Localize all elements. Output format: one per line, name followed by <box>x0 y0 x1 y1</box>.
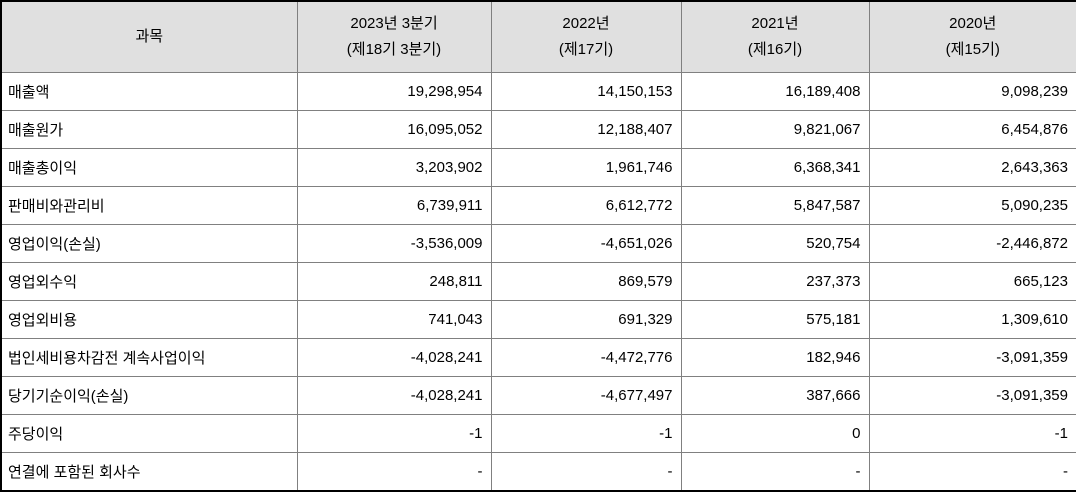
column-header-term: (제17기) <box>558 41 614 58</box>
table-row-revenue: 매출액 19,298,954 14,150,153 16,189,408 9,0… <box>0 72 1076 111</box>
row-label: 매출원가 <box>0 110 298 149</box>
row-label: 매출액 <box>0 72 298 111</box>
cell-value: -1 <box>296 414 492 453</box>
cell-value: 6,454,876 <box>868 110 1076 149</box>
cell-value: 6,612,772 <box>490 186 682 225</box>
cell-value: 6,739,911 <box>296 186 492 225</box>
cell-value: 16,095,052 <box>296 110 492 149</box>
table-row-operating-income: 영업이익(손실) -3,536,009 -4,651,026 520,754 -… <box>0 224 1076 263</box>
row-label: 당기기순이익(손실) <box>0 376 298 415</box>
table-row-net-income: 당기기순이익(손실) -4,028,241 -4,677,497 387,666… <box>0 376 1076 415</box>
cell-value: 9,098,239 <box>868 72 1076 111</box>
cell-value: - <box>680 452 870 492</box>
row-label: 영업이익(손실) <box>0 224 298 263</box>
row-label: 주당이익 <box>0 414 298 453</box>
table-row-consolidated-companies: 연결에 포함된 회사수 - - - - <box>0 452 1076 492</box>
cell-value: 741,043 <box>296 300 492 339</box>
cell-value: -3,091,359 <box>868 376 1076 415</box>
row-label: 영업외수익 <box>0 262 298 301</box>
cell-value: -4,472,776 <box>490 338 682 377</box>
cell-value: -4,651,026 <box>490 224 682 263</box>
cell-value: 182,946 <box>680 338 870 377</box>
cell-value: 387,666 <box>680 376 870 415</box>
header-row: 과목 2023년 3분기 (제18기 3분기) 2022년 (제17기) 202… <box>0 0 1076 73</box>
table-header: 과목 2023년 3분기 (제18기 3분기) 2022년 (제17기) 202… <box>0 0 1076 73</box>
row-label: 판매비와관리비 <box>0 186 298 225</box>
cell-value: 665,123 <box>868 262 1076 301</box>
cell-value: 12,188,407 <box>490 110 682 149</box>
column-header-year: 2020년 <box>949 15 997 32</box>
cell-value: 6,368,341 <box>680 148 870 187</box>
cell-value: -4,028,241 <box>296 376 492 415</box>
table-row-earnings-per-share: 주당이익 -1 -1 0 -1 <box>0 414 1076 453</box>
table-body: 매출액 19,298,954 14,150,153 16,189,408 9,0… <box>0 72 1076 492</box>
cell-value: 237,373 <box>680 262 870 301</box>
column-header-year: 2022년 <box>562 15 610 32</box>
cell-value: 19,298,954 <box>296 72 492 111</box>
cell-value: -4,028,241 <box>296 338 492 377</box>
cell-value: - <box>490 452 682 492</box>
column-header-term: (제16기) <box>747 41 803 58</box>
cell-value: -3,536,009 <box>296 224 492 263</box>
column-header-2022: 2022년 (제17기) <box>490 0 682 73</box>
table-row-pretax-income: 법인세비용차감전 계속사업이익 -4,028,241 -4,472,776 18… <box>0 338 1076 377</box>
column-header-year: 2021년 <box>751 15 799 32</box>
cell-value: 14,150,153 <box>490 72 682 111</box>
column-header-subject: 과목 <box>0 0 298 73</box>
cell-value: -4,677,497 <box>490 376 682 415</box>
table-row-gross-profit: 매출총이익 3,203,902 1,961,746 6,368,341 2,64… <box>0 148 1076 187</box>
cell-value: 5,847,587 <box>680 186 870 225</box>
row-label: 연결에 포함된 회사수 <box>0 452 298 492</box>
row-label: 매출총이익 <box>0 148 298 187</box>
table-row-non-operating-expenses: 영업외비용 741,043 691,329 575,181 1,309,610 <box>0 300 1076 339</box>
column-header-2021: 2021년 (제16기) <box>680 0 870 73</box>
cell-value: 575,181 <box>680 300 870 339</box>
column-header-2023-q3: 2023년 3분기 (제18기 3분기) <box>296 0 492 73</box>
cell-value: 1,961,746 <box>490 148 682 187</box>
cell-value: 1,309,610 <box>868 300 1076 339</box>
table-row-cost-of-sales: 매출원가 16,095,052 12,188,407 9,821,067 6,4… <box>0 110 1076 149</box>
cell-value: - <box>296 452 492 492</box>
cell-value: -1 <box>868 414 1076 453</box>
cell-value: 691,329 <box>490 300 682 339</box>
cell-value: 869,579 <box>490 262 682 301</box>
cell-value: 5,090,235 <box>868 186 1076 225</box>
cell-value: 3,203,902 <box>296 148 492 187</box>
column-header-year: 2023년 3분기 <box>350 15 438 32</box>
cell-value: 9,821,067 <box>680 110 870 149</box>
cell-value: - <box>868 452 1076 492</box>
row-label: 영업외비용 <box>0 300 298 339</box>
cell-value: 520,754 <box>680 224 870 263</box>
row-label: 법인세비용차감전 계속사업이익 <box>0 338 298 377</box>
column-header-term: (제18기 3분기) <box>346 41 442 58</box>
cell-value: 0 <box>680 414 870 453</box>
column-header-term: (제15기) <box>945 41 1000 58</box>
cell-value: -1 <box>490 414 682 453</box>
cell-value: -3,091,359 <box>868 338 1076 377</box>
column-header-label: 과목 <box>135 28 164 45</box>
column-header-2020: 2020년 (제15기) <box>868 0 1076 73</box>
cell-value: 16,189,408 <box>680 72 870 111</box>
cell-value: 248,811 <box>296 262 492 301</box>
table-row-non-operating-income: 영업외수익 248,811 869,579 237,373 665,123 <box>0 262 1076 301</box>
cell-value: 2,643,363 <box>868 148 1076 187</box>
table-row-sga-expenses: 판매비와관리비 6,739,911 6,612,772 5,847,587 5,… <box>0 186 1076 225</box>
cell-value: -2,446,872 <box>868 224 1076 263</box>
